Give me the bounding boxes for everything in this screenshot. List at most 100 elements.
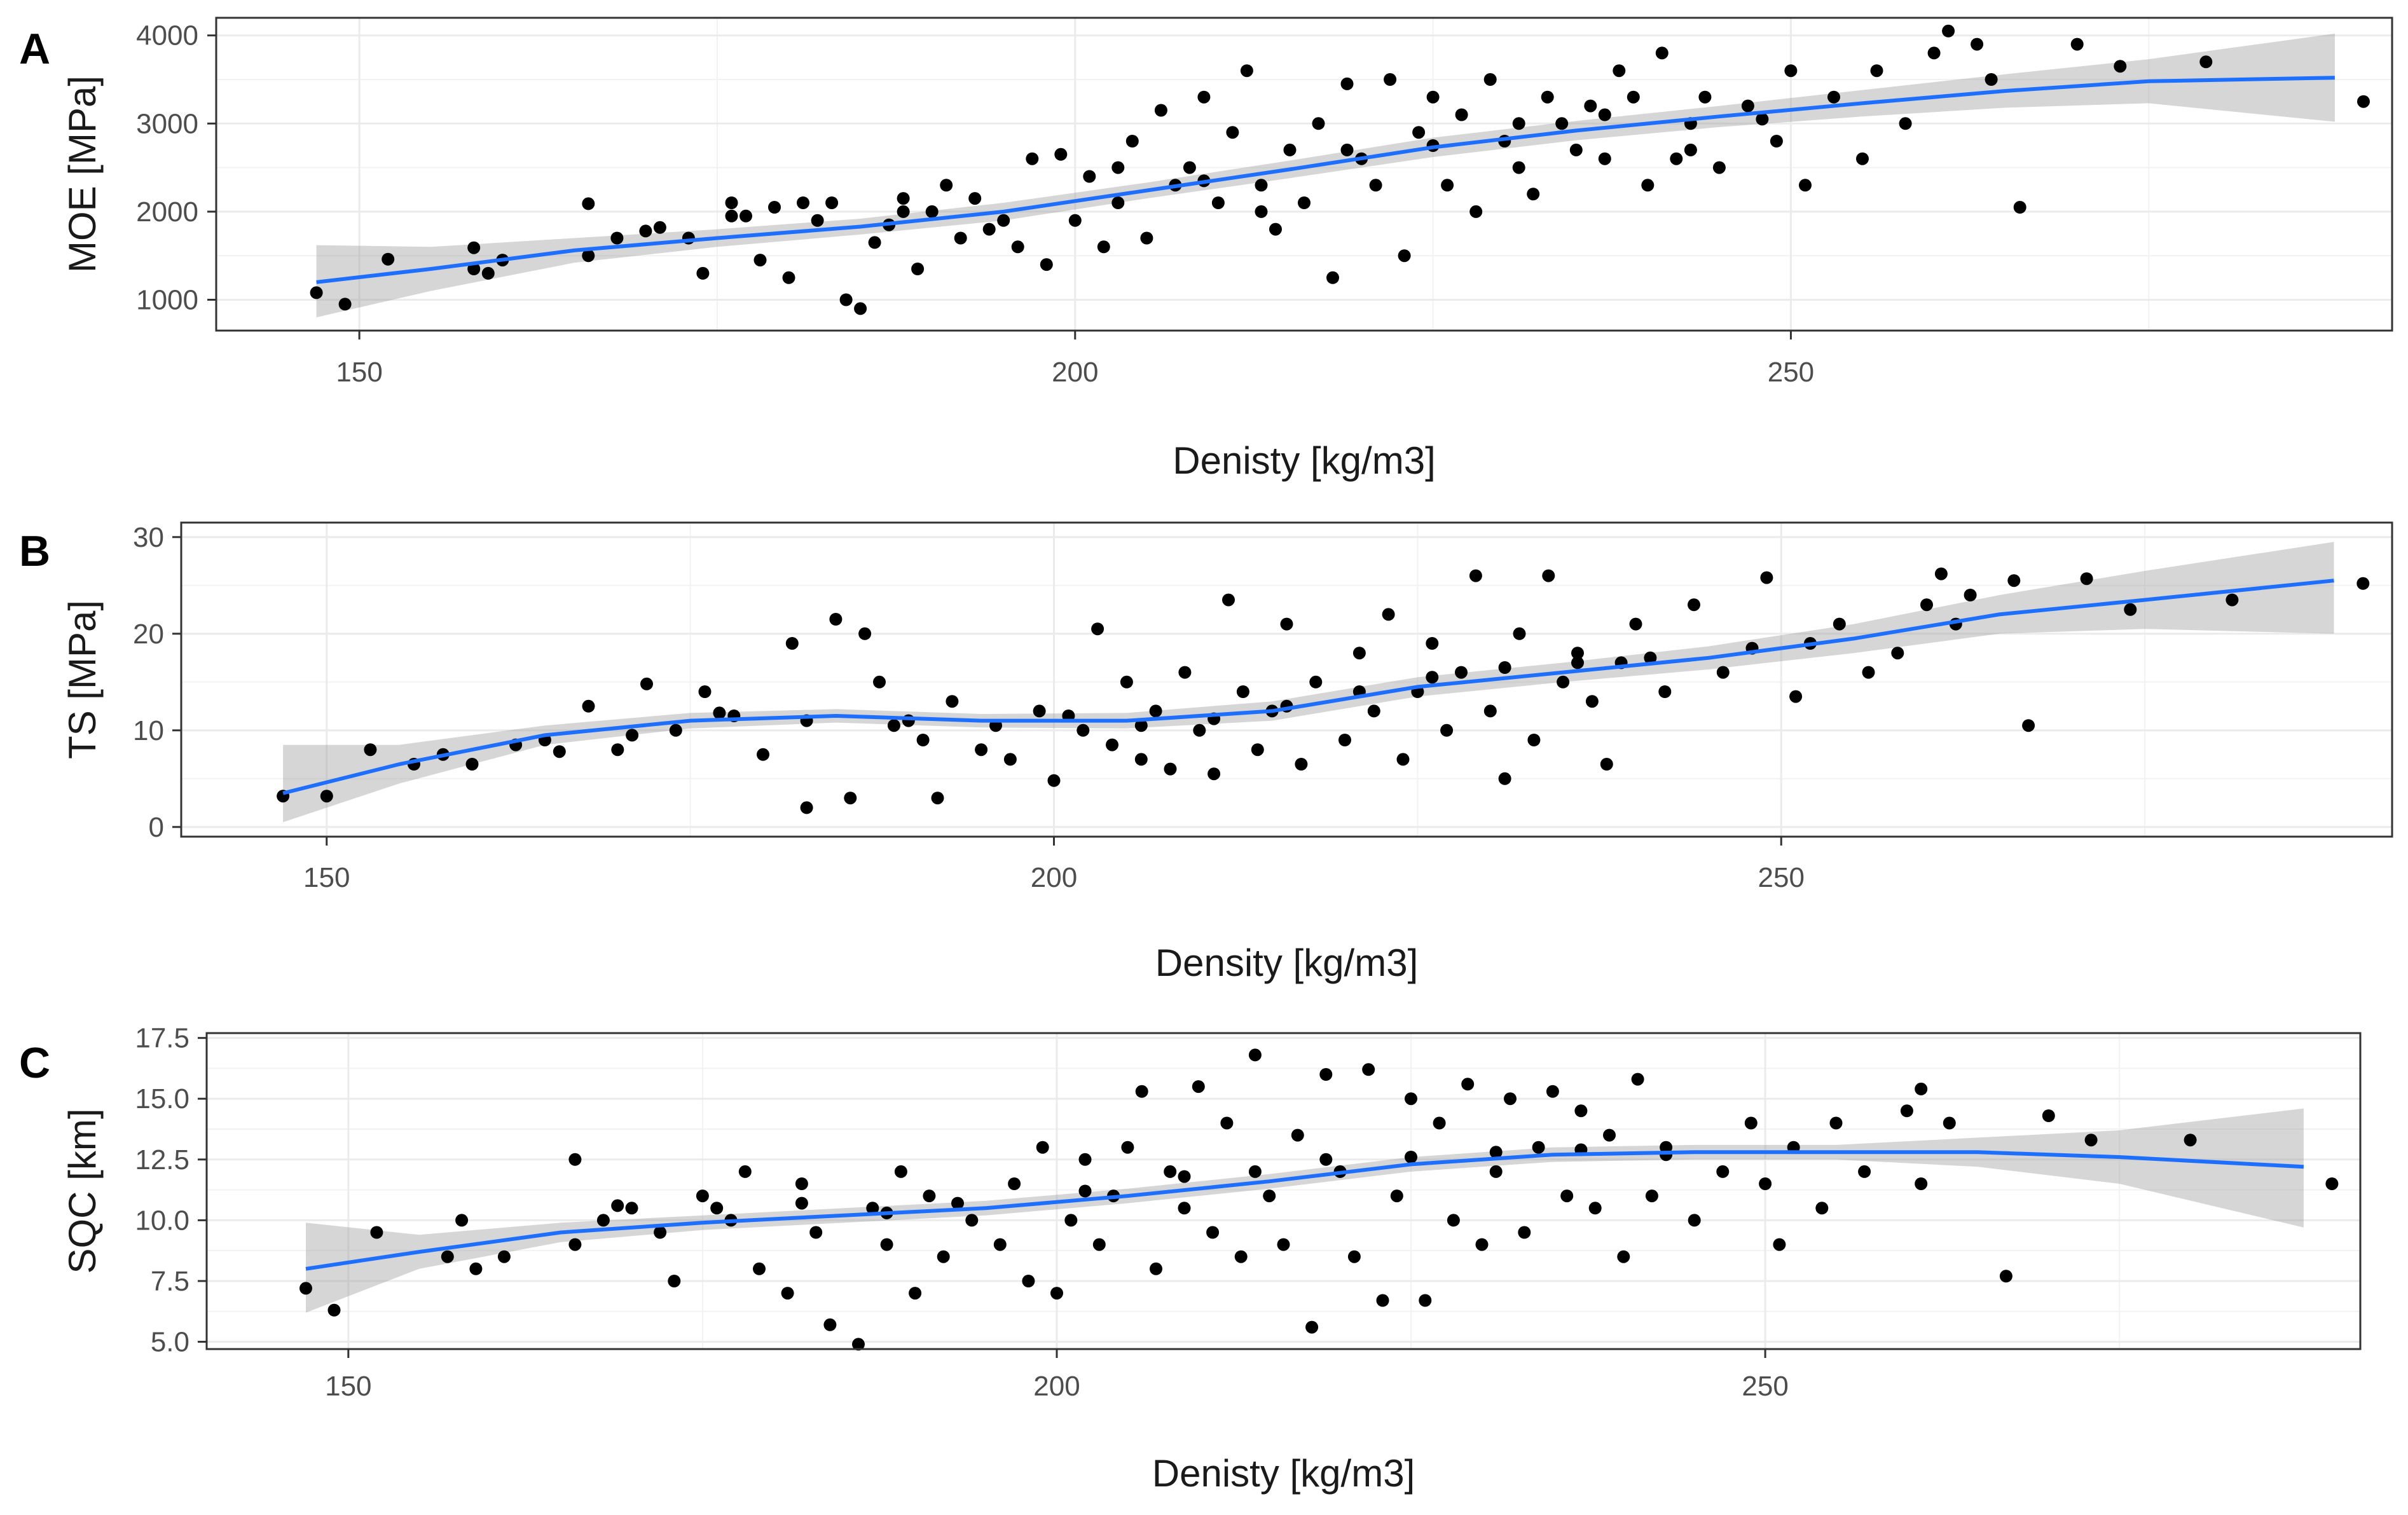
data-point: [1856, 152, 1869, 165]
data-point: [698, 685, 712, 698]
y-tick-label: 0: [149, 812, 164, 843]
data-point: [654, 1226, 667, 1239]
data-point: [1134, 753, 1148, 766]
data-point: [844, 792, 857, 805]
data-point: [1340, 143, 1354, 156]
data-point: [1858, 1165, 1871, 1178]
data-point: [1008, 1177, 1021, 1190]
data-point: [1512, 117, 1525, 130]
data-point: [1943, 1116, 1956, 1130]
data-point: [1164, 762, 1177, 776]
data-point: [923, 1189, 936, 1203]
x-tick-label: 150: [325, 1371, 371, 1402]
data-point: [1078, 1184, 1092, 1198]
x-axis-title: Denisty [kg/m3]: [1152, 1452, 1415, 1495]
data-point: [1475, 1238, 1489, 1251]
data-point: [1915, 1082, 1928, 1095]
data-point: [1382, 608, 1395, 621]
data-point: [1164, 1165, 1177, 1178]
data-point: [1489, 1146, 1503, 1159]
data-point: [1033, 704, 1046, 718]
data-point: [1291, 1128, 1304, 1142]
data-point: [1770, 135, 1783, 147]
data-point: [1255, 179, 1268, 192]
y-tick-label: 10: [133, 715, 164, 746]
data-point: [1688, 598, 1700, 612]
data-point: [1942, 24, 1955, 38]
data-point: [582, 249, 595, 263]
data-point: [946, 695, 959, 708]
data-point: [1050, 1287, 1063, 1300]
data-point: [713, 706, 726, 720]
data-point: [1900, 1104, 1913, 1118]
data-point: [568, 1153, 582, 1166]
data-point: [696, 266, 710, 280]
data-point: [1999, 1270, 2012, 1283]
data-point: [1546, 1085, 1559, 1098]
data-point: [669, 723, 682, 737]
data-point: [894, 1165, 907, 1178]
data-point: [1927, 46, 1941, 60]
data-point: [1083, 170, 1096, 183]
data-point: [1022, 1275, 1035, 1287]
data-point: [1183, 161, 1196, 174]
y-tick-label: 10.0: [135, 1205, 189, 1236]
data-point: [455, 1214, 469, 1227]
data-point: [639, 224, 652, 238]
data-point: [1226, 126, 1239, 139]
data-point: [1135, 1085, 1148, 1098]
data-point: [800, 801, 813, 814]
data-point: [2080, 572, 2093, 586]
data-point: [1527, 734, 1541, 746]
data-point: [1347, 1250, 1361, 1263]
data-point: [1455, 666, 1468, 679]
data-point: [1716, 666, 1730, 679]
data-point: [370, 1226, 383, 1239]
x-tick-label: 250: [1742, 1371, 1788, 1402]
data-point: [757, 748, 769, 761]
data-point: [2070, 38, 2084, 51]
data-point: [2325, 1177, 2339, 1190]
data-point: [1557, 675, 1570, 689]
x-tick-label: 200: [1052, 357, 1098, 388]
data-point: [1655, 46, 1668, 60]
data-point: [858, 627, 872, 640]
data-point: [725, 196, 738, 209]
data-point: [1384, 73, 1397, 86]
y-tick-label: 15.0: [135, 1083, 189, 1114]
data-point: [1629, 617, 1642, 631]
data-point: [1631, 1073, 1644, 1086]
data-point: [1603, 1128, 1616, 1142]
data-point: [1483, 704, 1497, 718]
plot-background: [181, 523, 2392, 837]
data-point: [993, 1238, 1007, 1251]
data-point: [1352, 647, 1366, 660]
y-tick-label: 17.5: [135, 1023, 189, 1054]
y-tick-label: 3000: [136, 108, 198, 139]
data-point: [1756, 113, 1769, 126]
data-point: [1598, 152, 1611, 165]
data-point: [997, 214, 1010, 227]
data-point: [1396, 753, 1410, 766]
data-point: [1319, 1068, 1333, 1081]
data-point: [1571, 647, 1584, 660]
data-point: [1125, 135, 1139, 147]
data-point: [937, 1250, 950, 1263]
data-point: [931, 792, 944, 805]
data-point: [1222, 593, 1235, 607]
data-point: [811, 214, 824, 227]
data-point: [873, 675, 886, 689]
data-point: [1405, 1092, 1417, 1106]
data-point: [1140, 231, 1153, 245]
data-point: [1178, 1202, 1191, 1215]
data-point: [1600, 758, 1613, 771]
data-point: [954, 231, 967, 245]
data-point: [1426, 90, 1440, 104]
data-point: [1426, 637, 1439, 650]
data-point: [1263, 1189, 1276, 1203]
data-point: [1234, 1250, 1248, 1263]
data-point: [1469, 569, 1482, 582]
data-point: [1440, 723, 1454, 737]
panel-border: [215, 17, 2393, 332]
